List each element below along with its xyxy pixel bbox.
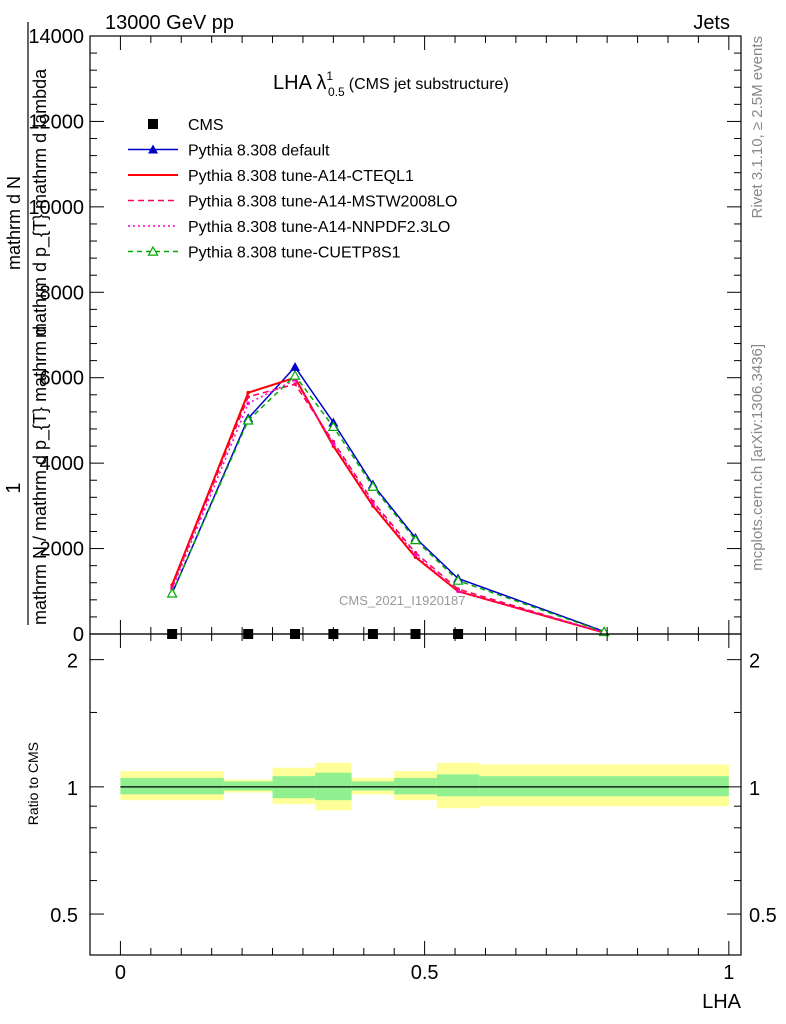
x-axis-label: LHA [702, 991, 742, 1013]
legend-label-cms: CMS [188, 117, 224, 134]
series-4-point-5 [409, 534, 422, 545]
chart-title-note: (CMS jet substructure) [349, 76, 509, 93]
y-tick-label-4: 8000 [40, 282, 85, 304]
series-line-2 [171, 383, 605, 634]
y-tick-label-6: 12000 [28, 111, 84, 133]
ratio-inner-band-7 [479, 776, 729, 797]
series-line-4 [171, 374, 605, 633]
series-3-point-6 [456, 589, 460, 594]
ratio-inner-band-6 [436, 774, 480, 797]
legend-label-3: Pythia 8.308 tune-A14-NNPDF2.3LO [188, 219, 450, 236]
x-tick-label-0: 0 [115, 962, 126, 984]
y-tick-label-7: 14000 [28, 26, 84, 48]
y-tick-label-2: 4000 [40, 453, 85, 475]
x-tick-label-2: 1 [723, 962, 734, 984]
y-axis-label-line1: mathrm d p_{T} mathrm d lambda [30, 68, 51, 338]
chart-title-sub: 0.5 [328, 85, 345, 99]
series-4-point-3 [327, 421, 339, 432]
ratio-tick-label-left-1: 1 [67, 778, 78, 800]
ratio-tick-label-right-2: 2 [749, 651, 760, 673]
series-3-point-5 [413, 553, 418, 557]
legend-marker-4 [147, 245, 159, 256]
ratio-inner-band-5 [394, 777, 437, 795]
y-tick-label-5: 10000 [28, 197, 84, 219]
y-tick-label-0: 0 [73, 624, 84, 646]
chart-title: LHA λ1 0.5 (CMS jet substructure) [273, 69, 509, 99]
ratio-inner-band-4 [351, 781, 395, 791]
series-4-point-6 [452, 574, 464, 585]
series-3-point-3 [331, 442, 336, 446]
ratio-y-axis-label: Ratio to CMS [25, 742, 41, 825]
series-4-point-2 [289, 369, 301, 380]
ratio-frame [89, 633, 742, 956]
y-axis-label-numerator: 1 [3, 482, 25, 493]
side-label-mcplots: mcplots.cern.ch [arXiv:1306.3436] [749, 344, 766, 571]
legend-label-1: Pythia 8.308 tune-A14-CTEQL1 [188, 168, 414, 185]
side-label-rivet: Rivet 3.1.10, ≥ 2.5M events [749, 36, 766, 219]
series-line-1 [171, 376, 605, 634]
y-tick-label-1: 2000 [40, 539, 85, 561]
header-right: Jets [693, 12, 730, 34]
watermark: CMS_2021_I1920187 [339, 593, 466, 608]
legend-marker-cms [148, 119, 158, 129]
axes: 0 2000 4000 6000 8000 10000 12000 14000 0.5 0.5 1 1… [28, 26, 776, 984]
chart-title-sup: 1 [326, 69, 333, 83]
x-tick-label-1: 0.5 [411, 962, 439, 984]
legend: CMS Pythia 8.308 default Pythia 8.308 tune… [128, 117, 457, 262]
y-tick-label-3: 6000 [40, 368, 85, 390]
ratio-tick-label-right-1: 1 [749, 778, 760, 800]
chart-title-main: LHA λ [273, 72, 326, 94]
main-plot-marks [166, 362, 610, 639]
ratio-tick-label-left-0: 0.5 [50, 905, 78, 927]
series-1-point-1 [246, 390, 250, 395]
y-axis-label-line3: mathrm d N [4, 176, 24, 270]
series-4-point-4 [367, 480, 379, 491]
ratio-tick-label-left-2: 2 [67, 651, 78, 673]
series-2-point-2 [293, 382, 297, 386]
y-axis-label-line2: mathrm N / mathrm d p_{T} mathrm d [30, 326, 51, 625]
ratio-inner-band-0 [120, 777, 224, 795]
legend-label-0: Pythia 8.308 default [188, 143, 330, 160]
series-4-point-0 [166, 587, 178, 598]
series-line-0 [171, 365, 605, 633]
series-3-point-4 [371, 501, 375, 506]
series-0-point-2 [290, 362, 301, 372]
ratio-inner-band-1 [223, 781, 273, 791]
legend-label-2: Pythia 8.308 tune-A14-MSTW2008LO [188, 194, 457, 211]
legend-label-4: Pythia 8.308 tune-CUETP8S1 [188, 245, 401, 262]
legend-marker-0 [148, 144, 158, 154]
series-4-point-1 [242, 414, 254, 425]
series-2-point-1 [246, 395, 250, 399]
header-left: 13000 GeV pp [105, 12, 234, 34]
ratio-tick-label-right-0: 0.5 [749, 905, 777, 927]
series-3-point-1 [246, 401, 250, 406]
